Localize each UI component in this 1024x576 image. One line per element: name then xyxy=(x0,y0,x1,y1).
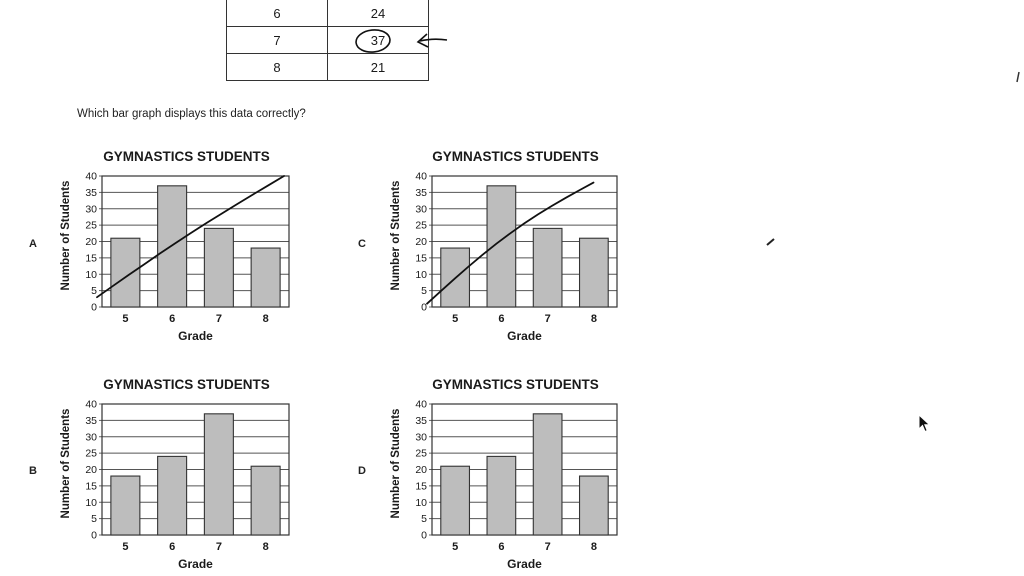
y-tick-label: 0 xyxy=(91,302,97,314)
y-tick-label: 40 xyxy=(85,171,97,183)
y-tick-label: 30 xyxy=(415,203,427,215)
bar xyxy=(250,247,281,308)
x-tick-label: 5 xyxy=(122,313,128,325)
x-tick-label: 5 xyxy=(122,541,128,553)
y-tick-label: 0 xyxy=(421,302,427,314)
chart-title: GYMNASTICS STUDENTS xyxy=(432,377,599,392)
y-tick-label: 35 xyxy=(415,415,427,427)
y-tick-label: 0 xyxy=(421,530,427,542)
y-tick-label: 20 xyxy=(415,464,427,476)
y-tick-label: 30 xyxy=(415,431,427,443)
x-axis-label: Grade xyxy=(507,557,542,571)
x-tick-label: 8 xyxy=(591,313,597,325)
y-axis-label: Number of Students xyxy=(390,181,402,291)
x-tick-label: 6 xyxy=(169,313,175,325)
handwritten-line xyxy=(426,181,595,305)
plot-frame xyxy=(431,403,618,536)
plot-frame xyxy=(431,175,618,308)
bar xyxy=(110,475,141,536)
x-tick-label: 8 xyxy=(263,541,269,553)
bar xyxy=(157,455,188,536)
x-axis-label: Grade xyxy=(178,557,213,571)
bar xyxy=(578,475,609,536)
x-tick-label: 8 xyxy=(591,541,597,553)
bar xyxy=(486,185,517,308)
y-tick-label: 40 xyxy=(85,399,97,411)
y-tick-label: 35 xyxy=(415,187,427,199)
x-tick-label: 6 xyxy=(498,541,504,553)
chart-b: GYMNASTICS STUDENTS 0 5 10 15 20 25 30 35 40 5 6 7 8 G… xyxy=(60,377,290,571)
y-axis-label: Number of Students xyxy=(60,181,72,291)
y-tick-label: 5 xyxy=(91,513,97,525)
y-tick-label: 25 xyxy=(85,220,97,232)
bar xyxy=(440,465,471,536)
chart-a: GYMNASTICS STUDENTS 0 5 10 15 20 25 30 35 40 5 6 7 8 G… xyxy=(60,149,290,343)
y-tick-label: 10 xyxy=(85,497,97,509)
plot-frame xyxy=(101,175,290,308)
x-tick-label: 5 xyxy=(452,313,458,325)
y-tick-label: 15 xyxy=(415,480,427,492)
chart-title: GYMNASTICS STUDENTS xyxy=(103,377,270,392)
y-tick-label: 5 xyxy=(421,285,427,297)
y-axis-label: Number of Students xyxy=(60,409,72,519)
y-tick-label: 5 xyxy=(91,285,97,297)
y-tick-label: 25 xyxy=(415,448,427,460)
option-label-a: A xyxy=(29,238,37,250)
plot-frame xyxy=(101,403,290,536)
bar xyxy=(203,413,234,536)
question-text: Which bar graph displays this data corre… xyxy=(77,108,306,120)
y-tick-label: 15 xyxy=(85,252,97,264)
bar xyxy=(532,227,563,308)
y-tick-label: 10 xyxy=(415,269,427,281)
bar xyxy=(203,227,234,308)
y-tick-label: 30 xyxy=(85,203,97,215)
y-tick-label: 35 xyxy=(85,187,97,199)
x-tick-label: 5 xyxy=(452,541,458,553)
data-table: 6 24 7 37 8 21 xyxy=(226,0,429,81)
y-tick-label: 10 xyxy=(415,497,427,509)
handwritten-line xyxy=(96,175,285,299)
y-tick-label: 35 xyxy=(85,415,97,427)
x-tick-label: 7 xyxy=(545,313,551,325)
y-tick-label: 25 xyxy=(85,448,97,460)
bar xyxy=(110,237,141,308)
y-tick-label: 15 xyxy=(85,480,97,492)
y-tick-label: 5 xyxy=(421,513,427,525)
bar xyxy=(532,413,563,536)
chart-c: GYMNASTICS STUDENTS 0 5 10 15 20 25 30 35 40 5 6 7 8 G… xyxy=(390,149,618,343)
y-tick-label: 40 xyxy=(415,171,427,183)
y-axis-label: Number of Students xyxy=(390,409,402,519)
y-tick-label: 20 xyxy=(85,236,97,248)
y-tick-label: 15 xyxy=(415,252,427,264)
bar xyxy=(486,455,517,536)
option-label-b: B xyxy=(29,465,37,477)
chart-d: GYMNASTICS STUDENTS 0 5 10 15 20 25 30 35 40 5 6 7 8 G… xyxy=(390,377,618,571)
arrow-cursor-icon xyxy=(918,414,931,433)
y-tick-label: 40 xyxy=(415,399,427,411)
x-tick-label: 6 xyxy=(498,313,504,325)
y-tick-label: 25 xyxy=(415,220,427,232)
y-tick-label: 30 xyxy=(85,431,97,443)
x-tick-label: 7 xyxy=(216,313,222,325)
x-tick-label: 8 xyxy=(263,313,269,325)
table-cell-students: 21 xyxy=(327,53,429,81)
option-label-c: C xyxy=(358,238,366,250)
x-tick-label: 7 xyxy=(545,541,551,553)
x-axis-label: Grade xyxy=(178,329,213,343)
option-label-d: D xyxy=(358,465,366,477)
x-axis-label: Grade xyxy=(507,329,542,343)
chart-title: GYMNASTICS STUDENTS xyxy=(103,149,270,164)
y-tick-label: 20 xyxy=(85,464,97,476)
bar xyxy=(578,237,609,308)
table-row: 8 21 xyxy=(226,53,429,81)
x-tick-label: 6 xyxy=(169,541,175,553)
chart-title: GYMNASTICS STUDENTS xyxy=(432,149,599,164)
y-tick-label: 20 xyxy=(415,236,427,248)
x-tick-label: 7 xyxy=(216,541,222,553)
y-tick-label: 10 xyxy=(85,269,97,281)
bar xyxy=(250,465,281,536)
y-tick-label: 0 xyxy=(91,530,97,542)
